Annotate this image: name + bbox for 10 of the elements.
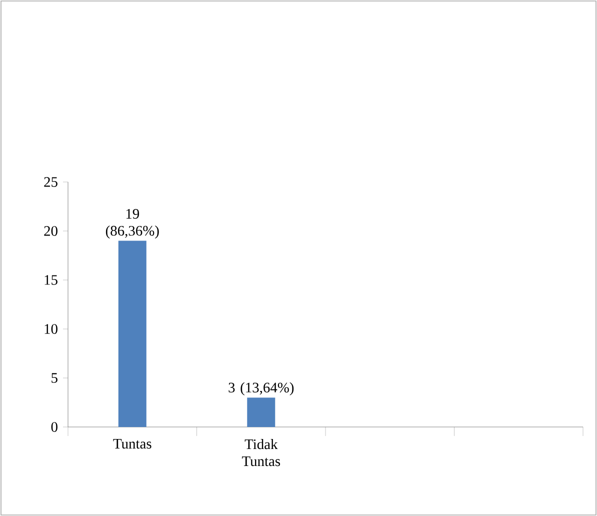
y-tick-label: 20 [44, 226, 58, 236]
data-label: 19 (86,36%) [106, 209, 159, 239]
x-tick-label: Tidak Tuntas [242, 438, 280, 466]
y-tick-label: 5 [52, 373, 58, 383]
y-tick-label: 0 [51, 422, 58, 432]
data-label: 3 (13,64%) [228, 382, 294, 396]
y-tick-label: 15 [44, 275, 58, 285]
y-tick-label: 10 [44, 324, 58, 334]
y-tick-label: 25 [44, 177, 58, 187]
x-tick-label: Tuntas [113, 438, 152, 449]
